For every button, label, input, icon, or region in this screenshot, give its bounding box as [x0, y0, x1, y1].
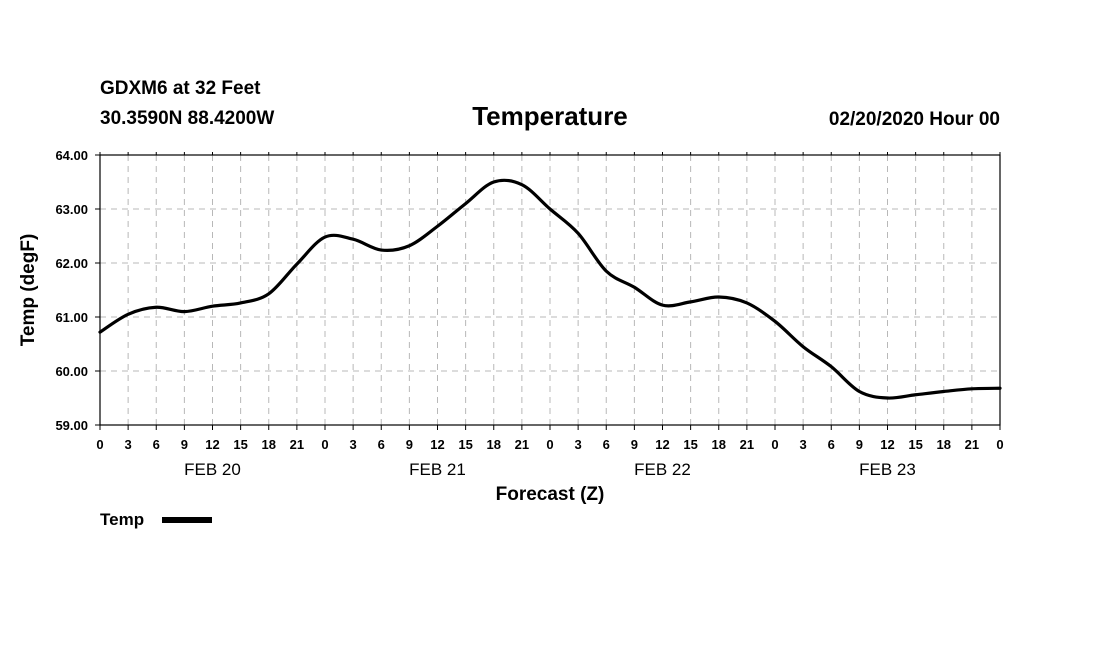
- x-axis-title: Forecast (Z): [496, 484, 605, 505]
- y-axis-title: Temp (degF): [18, 234, 39, 347]
- x-tick-label: 15: [908, 437, 922, 452]
- x-tick-label: 6: [603, 437, 610, 452]
- x-tick-label: 6: [378, 437, 385, 452]
- y-axis: 59.00 60.00 61.00 62.00 63.00 64.00: [55, 148, 100, 433]
- x-tick-label: 0: [546, 437, 553, 452]
- temp-series-line: [98, 178, 1002, 400]
- legend: Temp: [100, 510, 212, 529]
- x-tick-label: 9: [181, 437, 188, 452]
- x-tick-label: 12: [880, 437, 894, 452]
- x-tick-label: 21: [515, 437, 529, 452]
- x-tick-label: 21: [965, 437, 979, 452]
- datetime-label: 02/20/2020 Hour 00: [829, 109, 1000, 130]
- day-label: FEB 20: [184, 460, 241, 479]
- x-tick-label: 21: [290, 437, 304, 452]
- grid-lines: [100, 155, 1000, 425]
- x-tick-label: 18: [262, 437, 276, 452]
- y-tick-label: 62.00: [55, 256, 88, 271]
- x-tick-label: 6: [828, 437, 835, 452]
- y-tick-label: 61.00: [55, 310, 88, 325]
- x-tick-label: 0: [996, 437, 1003, 452]
- day-label: FEB 21: [409, 460, 466, 479]
- y-tick-label: 63.00: [55, 202, 88, 217]
- x-tick-label: 15: [458, 437, 472, 452]
- x-tick-label: 18: [937, 437, 951, 452]
- x-tick-label: 12: [205, 437, 219, 452]
- x-tick-label: 6: [153, 437, 160, 452]
- y-tick-label: 64.00: [55, 148, 88, 163]
- x-tick-label: 0: [321, 437, 328, 452]
- x-tick-label: 9: [631, 437, 638, 452]
- x-tick-label: 18: [487, 437, 501, 452]
- x-tick-label: 9: [856, 437, 863, 452]
- station-label: GDXM6 at 32 Feet: [100, 78, 261, 99]
- day-label: FEB 22: [634, 460, 691, 479]
- x-tick-label: 3: [800, 437, 807, 452]
- x-tick-label: 0: [771, 437, 778, 452]
- legend-label-temp: Temp: [100, 510, 144, 529]
- y-tick-label: 59.00: [55, 418, 88, 433]
- y-tick-label: 60.00: [55, 364, 88, 379]
- day-labels: FEB 20 FEB 21 FEB 22 FEB 23: [184, 460, 916, 479]
- chart-title: Temperature: [472, 101, 628, 131]
- x-tick-label: 3: [350, 437, 357, 452]
- legend-swatch-temp: [162, 517, 212, 523]
- x-tick-label: 3: [575, 437, 582, 452]
- x-axis: 0 3 6 9 12 15 18 21 0 3 6 9 12 15 18 21 0 3 6 9 12 15 18 21 0 3 6 9…: [96, 152, 1004, 452]
- x-tick-label: 21: [740, 437, 754, 452]
- x-tick-label: 0: [96, 437, 103, 452]
- x-tick-label: 12: [655, 437, 669, 452]
- x-tick-label: 3: [125, 437, 132, 452]
- x-tick-label: 18: [712, 437, 726, 452]
- x-tick-label: 9: [406, 437, 413, 452]
- x-tick-label: 12: [430, 437, 444, 452]
- x-tick-label: 15: [233, 437, 247, 452]
- day-label: FEB 23: [859, 460, 916, 479]
- coords-label: 30.3590N 88.4200W: [100, 108, 274, 129]
- x-tick-label: 15: [683, 437, 697, 452]
